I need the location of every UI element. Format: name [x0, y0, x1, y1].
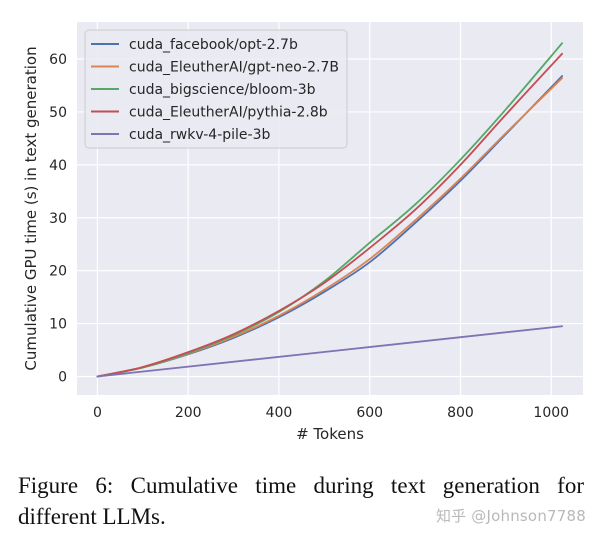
legend-box: [84, 29, 348, 149]
figure-caption: Figure 6: Cumulative time during text ge…: [18, 473, 584, 529]
watermark: 知乎 @Johnson7788: [435, 507, 586, 525]
line-chart: 0 200 400 600 800 1000 0 10 20 30 40 50 60 cuda_face…: [22, 22, 583, 443]
legend-label: cuda_bigscience/bloom-3b: [129, 82, 316, 98]
x-tick-label: 200: [175, 405, 202, 421]
y-tick-label: 30: [49, 211, 67, 227]
legend: cuda_facebook/opt-2.7b cuda_EleutherAI/gp…: [84, 29, 348, 149]
y-tick-label: 0: [58, 369, 67, 385]
y-tick-label: 40: [49, 158, 67, 174]
y-tick-label: 20: [49, 264, 67, 280]
tick-labels: 0 200 400 600 800 1000 0 10 20 30 40 50 60: [49, 52, 569, 421]
legend-label: cuda_EleutherAI/pythia-2.8b: [129, 105, 328, 121]
y-tick-label: 50: [49, 105, 67, 121]
legend-label: cuda_rwkv-4-pile-3b: [129, 127, 271, 143]
legend-label: cuda_EleutherAI/gpt-neo-2.7B: [129, 60, 339, 76]
x-tick-label: 0: [93, 405, 102, 421]
series-lines: [96, 42, 564, 378]
series-line-2: [96, 42, 564, 378]
x-axis-label: # Tokens: [296, 425, 364, 443]
x-tick-label: 800: [447, 405, 474, 421]
y-tick-label: 60: [49, 52, 67, 68]
series-line-3: [96, 52, 564, 378]
y-tick-label: 10: [49, 317, 67, 333]
x-tick-label: 600: [356, 405, 383, 421]
x-tick-label: 1000: [533, 405, 569, 421]
x-tick-label: 400: [266, 405, 293, 421]
legend-label: cuda_facebook/opt-2.7b: [129, 37, 298, 53]
series-line-4: [96, 325, 564, 378]
y-axis-label: Cumulative GPU time (s) in text generati…: [22, 46, 40, 370]
